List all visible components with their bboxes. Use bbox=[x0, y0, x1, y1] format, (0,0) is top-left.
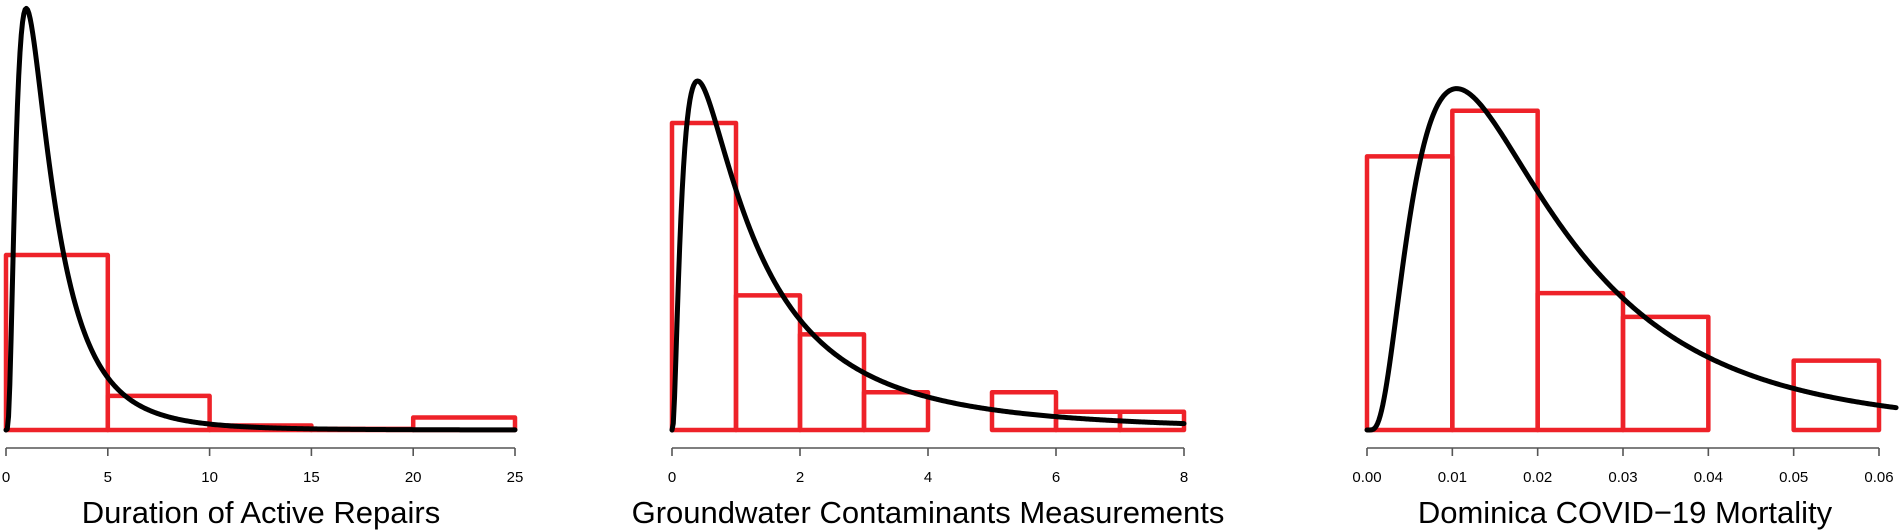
density-curve bbox=[3, 5, 518, 433]
histogram-bar bbox=[1450, 108, 1540, 433]
x-tick-label: 0 bbox=[2, 469, 10, 486]
x-tick-label: 6 bbox=[1052, 469, 1060, 486]
histogram-bar bbox=[105, 393, 212, 433]
x-tick-label: 4 bbox=[924, 469, 932, 486]
x-tick-label: 0 bbox=[668, 469, 676, 486]
histogram-bar bbox=[861, 390, 931, 433]
x-tick-label: 0.00 bbox=[1352, 469, 1381, 486]
x-tick-label: 15 bbox=[303, 469, 320, 486]
x-tick-label: 0.06 bbox=[1864, 469, 1893, 486]
x-tick-label: 0.03 bbox=[1608, 469, 1637, 486]
x-tick-label: 8 bbox=[1180, 469, 1188, 486]
x-tick-label: 10 bbox=[201, 469, 218, 486]
x-tick-label: 0.05 bbox=[1779, 469, 1808, 486]
panel-dominica-covid-mortality: 0.00 0.01 0.02 0.03 0.04 0.05 0.06 Dominica CO… bbox=[1352, 86, 1899, 530]
x-tick-label: 20 bbox=[405, 469, 422, 486]
x-tick-label: 5 bbox=[104, 469, 112, 486]
plot-area bbox=[1364, 86, 1899, 433]
plot-area bbox=[3, 5, 518, 433]
histogram-bar bbox=[1364, 154, 1455, 433]
panel-groundwater-contaminants: 0 2 4 6 8 Groundwater Contaminants Measureme… bbox=[632, 78, 1225, 530]
histogram-bar bbox=[669, 120, 739, 433]
histogram-bar bbox=[1620, 314, 1711, 433]
x-axis-title: Dominica COVID−19 Mortality bbox=[1418, 495, 1833, 530]
density-curve bbox=[669, 78, 1187, 433]
density-curve bbox=[1364, 86, 1899, 433]
panel-duration-of-active-repairs: 0 5 10 15 20 25 Duration of Active Repairs bbox=[2, 5, 524, 530]
x-axis-title: Groundwater Contaminants Measurements bbox=[632, 495, 1225, 530]
histogram-bar bbox=[797, 332, 867, 433]
x-tick-label: 0.04 bbox=[1694, 469, 1723, 486]
plot-area bbox=[669, 78, 1187, 433]
x-axis: 0 2 4 6 8 bbox=[668, 447, 1188, 486]
histogram-bar bbox=[1535, 290, 1626, 433]
histogram-bar bbox=[3, 252, 111, 433]
x-tick-label: 0.02 bbox=[1523, 469, 1552, 486]
x-tick-label: 2 bbox=[796, 469, 804, 486]
histogram-bar bbox=[1791, 358, 1882, 433]
x-axis: 0 5 10 15 20 25 bbox=[2, 447, 524, 486]
x-axis-title: Duration of Active Repairs bbox=[82, 495, 440, 530]
x-axis: 0.00 0.01 0.02 0.03 0.04 0.05 0.06 bbox=[1352, 447, 1894, 486]
x-tick-label: 25 bbox=[507, 469, 524, 486]
x-tick-label: 0.01 bbox=[1438, 469, 1467, 486]
histogram-bar bbox=[733, 293, 803, 433]
